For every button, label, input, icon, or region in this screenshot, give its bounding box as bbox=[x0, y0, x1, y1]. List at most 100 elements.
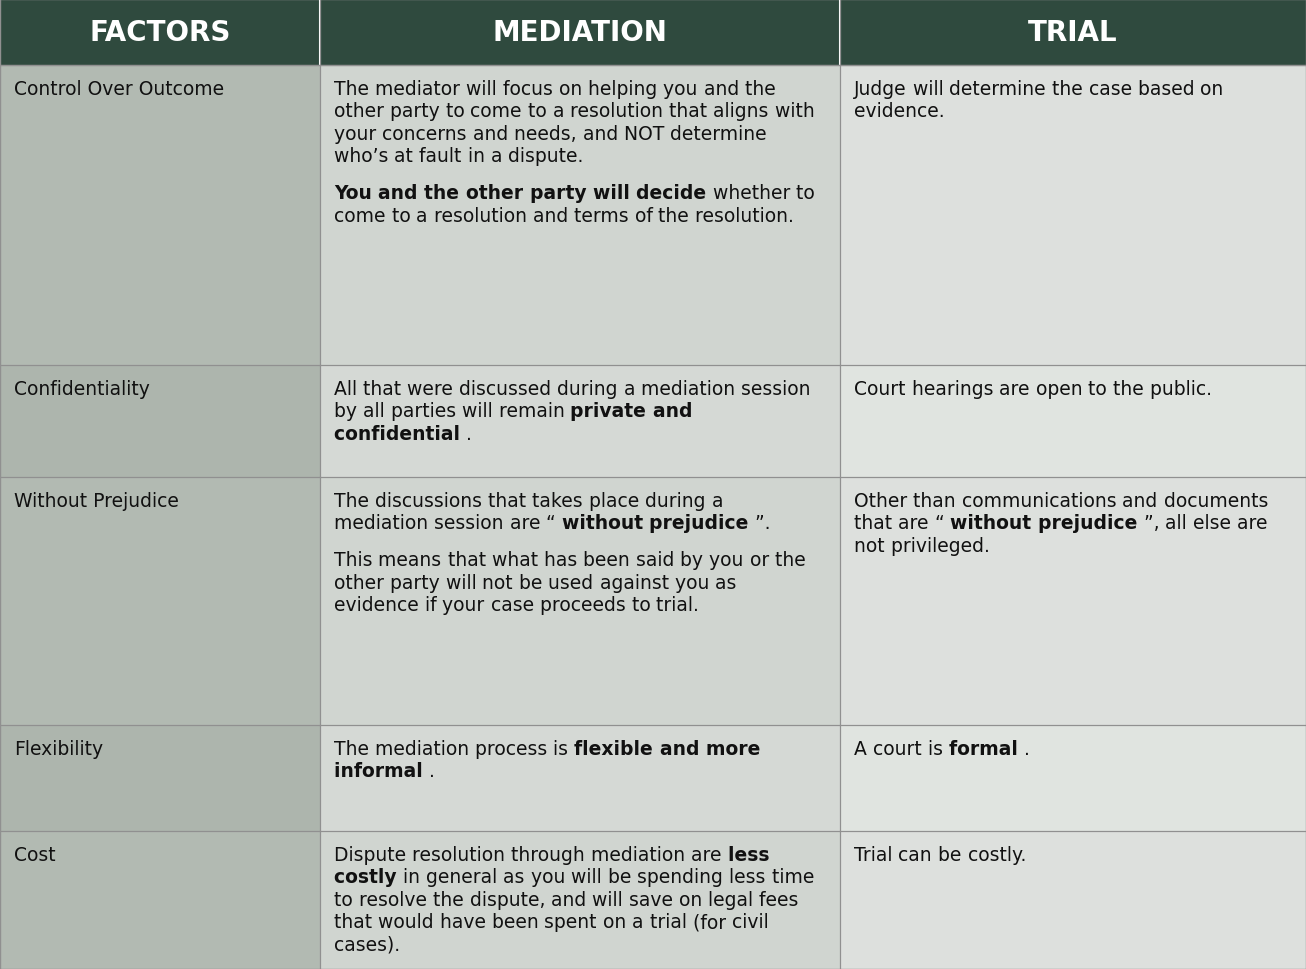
Text: are: are bbox=[691, 845, 727, 864]
Text: The: The bbox=[334, 79, 375, 99]
Text: to: to bbox=[334, 890, 359, 909]
Bar bbox=[840, 831, 1306, 969]
Text: spending: spending bbox=[637, 867, 729, 887]
Text: to: to bbox=[1088, 380, 1113, 398]
Text: all: all bbox=[363, 402, 390, 421]
Text: and: and bbox=[653, 402, 699, 421]
Text: proceeds: proceeds bbox=[539, 596, 632, 614]
Text: resolve: resolve bbox=[359, 890, 432, 909]
Text: a: a bbox=[552, 103, 571, 121]
Text: informal: informal bbox=[334, 762, 430, 781]
Text: without: without bbox=[951, 514, 1038, 533]
Bar bbox=[0, 66, 320, 365]
Text: a: a bbox=[712, 491, 729, 511]
Text: the: the bbox=[744, 79, 781, 99]
Text: discussed: discussed bbox=[460, 380, 558, 398]
Text: are: are bbox=[1237, 514, 1273, 533]
Text: on: on bbox=[603, 913, 632, 931]
Text: resolution: resolution bbox=[571, 103, 669, 121]
Text: been: been bbox=[492, 913, 545, 931]
Text: flexible: flexible bbox=[575, 739, 660, 758]
Text: Other: Other bbox=[854, 491, 913, 511]
Text: during: during bbox=[558, 380, 624, 398]
Text: and: and bbox=[551, 890, 592, 909]
Text: to: to bbox=[632, 596, 656, 614]
Text: on: on bbox=[679, 890, 708, 909]
Text: on: on bbox=[1200, 79, 1230, 99]
Text: by: by bbox=[680, 550, 709, 570]
Text: the: the bbox=[774, 550, 811, 570]
Text: be: be bbox=[938, 845, 968, 864]
Text: parties: parties bbox=[390, 402, 462, 421]
Bar bbox=[0, 0, 1306, 66]
Text: Trial: Trial bbox=[854, 845, 899, 864]
Text: during: during bbox=[645, 491, 712, 511]
Text: you: you bbox=[663, 79, 704, 99]
Text: save: save bbox=[629, 890, 679, 909]
Text: The: The bbox=[334, 739, 375, 758]
Text: by: by bbox=[334, 402, 363, 421]
Text: determine: determine bbox=[670, 125, 773, 143]
Text: means: means bbox=[379, 550, 448, 570]
Text: legal: legal bbox=[708, 890, 759, 909]
Text: prejudice: prejudice bbox=[1038, 514, 1144, 533]
Text: needs,: needs, bbox=[515, 125, 582, 143]
Text: This: This bbox=[334, 550, 379, 570]
Text: the: the bbox=[432, 890, 469, 909]
Text: at: at bbox=[394, 147, 419, 166]
Text: evidence: evidence bbox=[334, 596, 424, 614]
Text: Cost: Cost bbox=[14, 845, 56, 864]
Text: aligns: aligns bbox=[713, 103, 774, 121]
Text: fees: fees bbox=[759, 890, 804, 909]
Text: .: . bbox=[1024, 739, 1036, 758]
Text: that: that bbox=[363, 380, 407, 398]
Text: confidential: confidential bbox=[334, 424, 466, 444]
Bar bbox=[320, 478, 840, 725]
Text: has: has bbox=[543, 550, 582, 570]
Text: against: against bbox=[599, 574, 675, 592]
Text: party: party bbox=[390, 103, 445, 121]
Text: a: a bbox=[417, 206, 434, 226]
Text: and: and bbox=[533, 206, 575, 226]
Text: “: “ bbox=[546, 514, 562, 533]
Text: mediation: mediation bbox=[590, 845, 691, 864]
Text: open: open bbox=[1036, 380, 1088, 398]
Text: dispute,: dispute, bbox=[469, 890, 551, 909]
Bar bbox=[320, 365, 840, 478]
Text: be: be bbox=[607, 867, 637, 887]
Text: place: place bbox=[589, 491, 645, 511]
Text: have: have bbox=[440, 913, 492, 931]
Text: the: the bbox=[424, 184, 466, 203]
Text: time: time bbox=[772, 867, 820, 887]
Text: documents: documents bbox=[1164, 491, 1275, 511]
Text: the: the bbox=[1053, 79, 1089, 99]
Bar bbox=[320, 831, 840, 969]
Text: remain: remain bbox=[499, 402, 571, 421]
Text: to: to bbox=[392, 206, 417, 226]
Text: helping: helping bbox=[588, 79, 663, 99]
Text: as: as bbox=[503, 867, 530, 887]
Text: civil: civil bbox=[731, 913, 774, 931]
Text: A: A bbox=[854, 739, 872, 758]
Text: less: less bbox=[729, 867, 772, 887]
Text: or: or bbox=[750, 550, 774, 570]
Bar bbox=[840, 365, 1306, 478]
Text: formal: formal bbox=[948, 739, 1024, 758]
Text: and: and bbox=[582, 125, 624, 143]
Text: you: you bbox=[675, 574, 716, 592]
Text: in: in bbox=[468, 147, 491, 166]
Text: other: other bbox=[466, 184, 529, 203]
Text: is: is bbox=[927, 739, 948, 758]
Text: party: party bbox=[390, 574, 445, 592]
Text: focus: focus bbox=[503, 79, 559, 99]
Text: (for: (for bbox=[692, 913, 731, 931]
Text: is: is bbox=[554, 739, 575, 758]
Text: are: are bbox=[899, 514, 935, 533]
Text: resolution: resolution bbox=[413, 845, 511, 864]
Text: mediation: mediation bbox=[334, 514, 434, 533]
Text: concerns: concerns bbox=[383, 125, 473, 143]
Text: with: with bbox=[774, 103, 820, 121]
Text: .: . bbox=[430, 762, 441, 781]
Text: NOT: NOT bbox=[624, 125, 670, 143]
Text: Judge: Judge bbox=[854, 79, 913, 99]
